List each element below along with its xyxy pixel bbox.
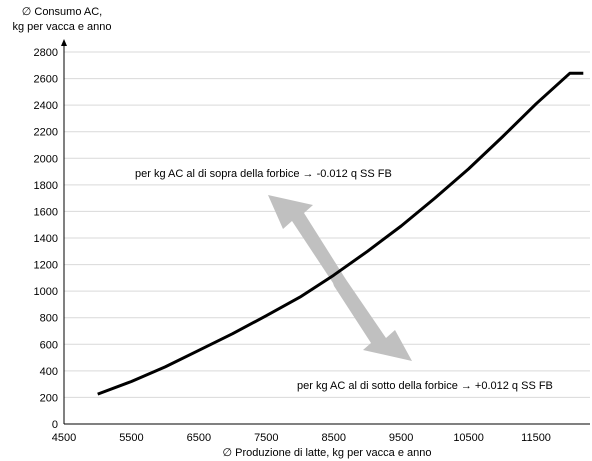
axes xyxy=(61,39,590,425)
x-tick-label: 6500 xyxy=(187,432,211,444)
series-line xyxy=(97,71,584,396)
x-tick-label: 9500 xyxy=(389,432,413,444)
y-tick-label: 800 xyxy=(40,313,58,325)
y-tick-label: 1000 xyxy=(34,286,58,298)
annotation-below: per kg AC al di sotto della forbice → +0… xyxy=(297,380,553,392)
y-tick-label: 2600 xyxy=(34,74,58,86)
x-tick-label: 11500 xyxy=(521,432,551,444)
gridlines xyxy=(64,51,590,398)
y-tick-label: 2000 xyxy=(34,153,58,165)
x-tick-label: 10500 xyxy=(453,432,484,444)
y-tick-label: 200 xyxy=(40,392,58,404)
y-tick-label: 400 xyxy=(40,366,58,378)
y-axis-arrow-icon xyxy=(61,39,67,46)
y-tick-label: 1200 xyxy=(34,260,58,272)
y-tick-label: 1800 xyxy=(34,180,58,192)
x-tick-label: 4500 xyxy=(52,432,76,444)
annotation-above: per kg AC al di sopra della forbice → -0… xyxy=(135,168,392,180)
y-tick-label: 1600 xyxy=(34,206,58,218)
y-tick-label: 2800 xyxy=(34,47,58,59)
y-tick-label: 2200 xyxy=(34,127,58,139)
x-tick-labels: 4500 5500 6500 7500 8500 9500 10500 11500 xyxy=(52,432,551,444)
y-tick-label: 0 xyxy=(52,419,58,431)
x-tick-label: 5500 xyxy=(119,432,143,444)
x-tick-label: 8500 xyxy=(322,432,346,444)
y-tick-label: 1400 xyxy=(34,233,58,245)
y-axis-label-line1: ∅ Consumo AC, xyxy=(22,6,103,18)
forbice-arrow-icon xyxy=(268,195,412,361)
y-tick-label: 2400 xyxy=(34,100,58,112)
y-axis-label-line2: kg per vacca e anno xyxy=(12,21,111,33)
x-tick-label: 7500 xyxy=(254,432,278,444)
x-axis-label: ∅ Produzione di latte, kg per vacca e an… xyxy=(223,447,432,459)
y-tick-labels: 0 200 400 600 800 1000 1200 1400 1600 1800 2000 220… xyxy=(34,47,58,431)
y-tick-label: 600 xyxy=(40,339,58,351)
